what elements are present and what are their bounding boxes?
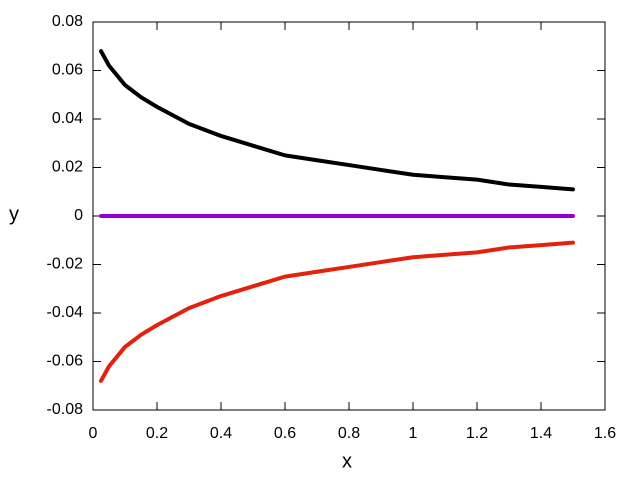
y-tick-label: 0 [74, 207, 83, 224]
x-tick-label: 1.6 [594, 425, 616, 442]
y-tick-label: 0.04 [52, 110, 83, 127]
x-tick-label: 0.4 [210, 425, 232, 442]
y-tick-label: 0.02 [52, 159, 83, 176]
x-tick-label: 0.2 [146, 425, 168, 442]
x-axis-label: x [342, 450, 352, 472]
y-tick-label: -0.08 [47, 401, 84, 418]
x-tick-label: 0.8 [338, 425, 360, 442]
x-tick-label: 1.2 [466, 425, 488, 442]
y-tick-label: 0.06 [52, 62, 83, 79]
x-tick-label: 1.4 [530, 425, 552, 442]
y-tick-label: 0.08 [52, 13, 83, 30]
series-line [99, 49, 575, 192]
x-tick-label: 0.6 [274, 425, 296, 442]
x-tick-label: 0 [89, 425, 98, 442]
y-tick-label: -0.06 [47, 353, 84, 370]
series-line [99, 240, 575, 383]
x-tick-label: 1 [409, 425, 418, 442]
plot-frame [92, 21, 606, 411]
y-tick-label: -0.02 [47, 256, 84, 273]
y-axis-label: y [9, 203, 19, 225]
y-tick-label: -0.04 [47, 304, 84, 321]
